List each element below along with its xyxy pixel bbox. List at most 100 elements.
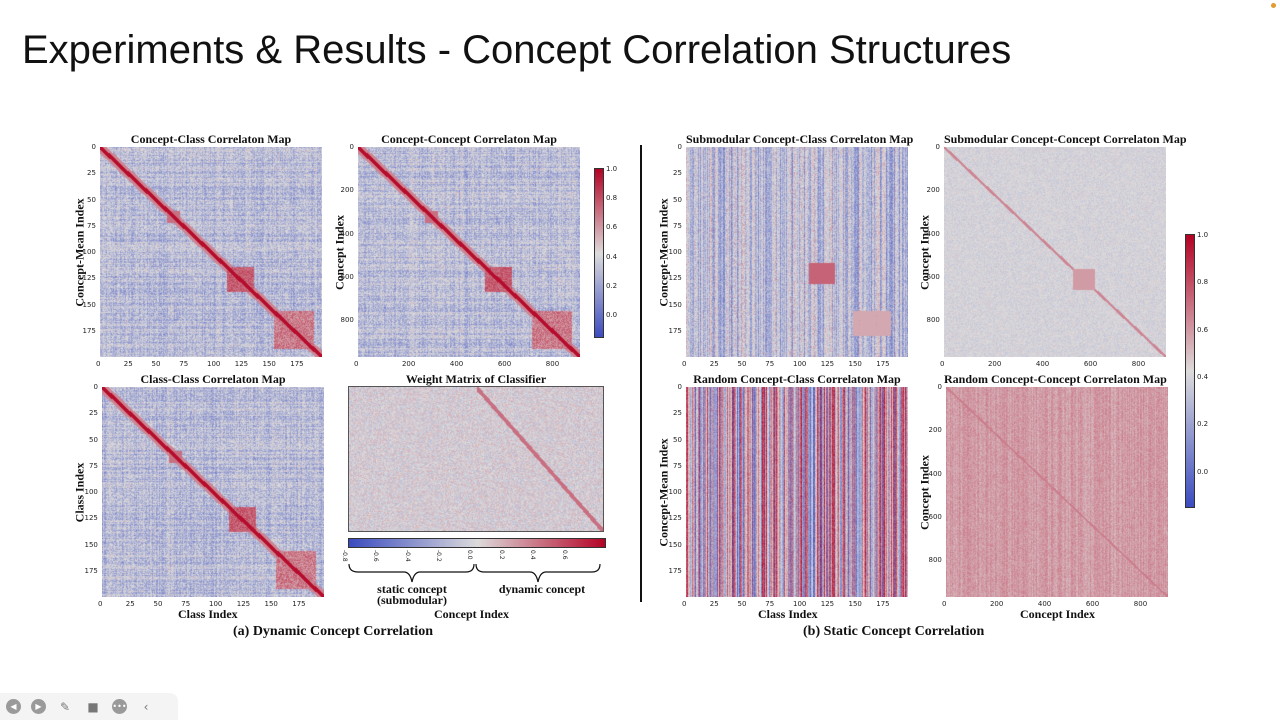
colorbar-tick-label: -0.4 xyxy=(403,550,411,562)
colorbar-tick-label: 1.0 xyxy=(606,165,618,173)
heatmap-concept-class xyxy=(100,147,322,357)
x-tick-label: 75 xyxy=(179,360,189,368)
x-tick-label: 75 xyxy=(765,360,775,368)
y-tick-label: 100 xyxy=(668,488,682,496)
next-icon[interactable]: ▶ xyxy=(31,699,46,714)
xlabel-class-class: Class Index xyxy=(178,607,238,621)
heatmap-concept-concept xyxy=(358,147,580,357)
x-tick-label: 0 xyxy=(354,360,359,368)
y-tick-label: 50 xyxy=(89,435,98,444)
y-tick-label: 25 xyxy=(89,409,98,418)
y-tick-label: 0 xyxy=(349,143,354,151)
y-tick-label: 150 xyxy=(84,540,98,549)
x-tick-label: 175 xyxy=(290,360,304,368)
x-tick-label: 100 xyxy=(207,360,221,368)
y-tick-label: 800 xyxy=(928,556,942,565)
status-dot xyxy=(1271,3,1276,8)
colorbar-tick-label: 0.2 xyxy=(606,281,618,290)
colorbar-tick-label: 0.8 xyxy=(1197,278,1209,287)
y-tick-label: 0 xyxy=(93,383,98,391)
x-tick-label: 175 xyxy=(876,360,890,368)
x-tick-label: 150 xyxy=(848,600,862,608)
x-tick-label: 50 xyxy=(151,360,161,368)
y-tick-label: 50 xyxy=(673,435,682,444)
x-tick-label: 175 xyxy=(292,600,306,608)
x-tick-label: 0 xyxy=(942,600,947,608)
x-tick-label: 600 xyxy=(1085,600,1100,608)
y-tick-label: 175 xyxy=(668,326,682,335)
colorbar-tick-label: 0.4 xyxy=(1197,372,1209,381)
prev-icon[interactable]: ◀ xyxy=(6,699,21,714)
back-icon[interactable]: ‹ xyxy=(143,699,149,714)
x-tick-label: 125 xyxy=(820,600,835,608)
y-tick-label: 400 xyxy=(928,469,942,478)
label-dynamic-concept: dynamic concept xyxy=(498,582,586,596)
x-tick-label: 75 xyxy=(765,600,775,608)
y-tick-label: 100 xyxy=(82,248,96,256)
x-tick-label: 100 xyxy=(793,600,807,608)
y-tick-label: 25 xyxy=(673,409,682,418)
label-static-concept: static concept (submodular) xyxy=(376,582,447,607)
x-tick-label: 75 xyxy=(181,600,191,608)
y-tick-label: 0 xyxy=(677,383,682,391)
y-tick-label: 600 xyxy=(926,272,940,281)
x-tick-label: 0 xyxy=(682,360,687,368)
x-tick-label: 50 xyxy=(737,600,747,608)
slide-title: Experiments & Results - Concept Correlat… xyxy=(22,28,1012,72)
ylabel-random-concept-concept: Concept Index xyxy=(917,455,932,531)
y-tick-label: 200 xyxy=(340,186,354,195)
panel-title-sub-concept-class: Submodular Concept-Class Correlaton Map xyxy=(686,132,914,146)
xlabel-random-concept-concept: Concept Index xyxy=(1020,607,1096,621)
x-tick-label: 125 xyxy=(236,600,251,608)
x-tick-label: 50 xyxy=(737,360,747,368)
y-tick-label: 125 xyxy=(82,274,96,283)
more-icon[interactable]: ••• xyxy=(112,699,127,714)
colorbar-right xyxy=(1185,234,1195,508)
y-tick-label: 400 xyxy=(340,229,354,238)
y-tick-label: 175 xyxy=(84,566,98,575)
y-tick-label: 200 xyxy=(926,186,940,195)
colorbar-tick-label: -0.6 xyxy=(372,550,380,562)
y-tick-label: 0 xyxy=(935,143,940,151)
y-tick-label: 175 xyxy=(668,566,682,575)
y-tick-label: 600 xyxy=(928,512,942,521)
ylabel-sub-concept-concept: Concept Index xyxy=(917,215,932,291)
y-tick-label: 25 xyxy=(673,169,682,178)
pen-icon[interactable]: ✎ xyxy=(59,699,71,714)
colorbar-left xyxy=(594,168,604,338)
colorbar-tick-label: 0.6 xyxy=(1197,325,1209,334)
y-tick-label: 125 xyxy=(668,514,682,523)
camera-icon[interactable]: ■ xyxy=(87,699,99,714)
colorbar-tick-label: 0.2 xyxy=(497,550,505,560)
y-tick-label: 50 xyxy=(87,195,96,204)
colorbar-tick-label: 0.2 xyxy=(1197,420,1209,429)
panel-title-random-concept-concept: Random Concept-Concept Correlaton Map xyxy=(944,372,1167,386)
y-tick-label: 75 xyxy=(89,461,98,470)
x-tick-label: 400 xyxy=(449,360,464,368)
y-tick-label: 150 xyxy=(82,300,96,309)
y-tick-label: 150 xyxy=(668,540,682,549)
x-tick-label: 0 xyxy=(96,360,101,368)
x-tick-label: 600 xyxy=(1083,360,1098,368)
xlabel-random-concept-class: Class Index xyxy=(758,607,818,621)
colorbar-tick-label: 0.8 xyxy=(606,194,618,203)
panel-title-weight-matrix: Weight Matrix of Classifier xyxy=(405,372,547,386)
x-tick-label: 200 xyxy=(401,360,416,368)
x-tick-label: 400 xyxy=(1035,360,1050,368)
heatmap-weight-matrix xyxy=(348,386,604,532)
x-tick-label: 200 xyxy=(989,600,1004,608)
x-tick-label: 25 xyxy=(709,600,719,608)
section-divider xyxy=(640,145,642,602)
x-tick-label: 175 xyxy=(876,600,890,608)
heatmap-sub-concept-class xyxy=(686,147,908,357)
heatmap-random-concept-class xyxy=(686,387,908,597)
x-tick-label: 600 xyxy=(497,360,512,368)
x-tick-label: 800 xyxy=(545,360,560,368)
y-tick-label: 100 xyxy=(668,248,682,256)
x-tick-label: 25 xyxy=(709,360,719,368)
colorbar-weights xyxy=(348,538,606,548)
caption-static: (b) Static Concept Correlation xyxy=(803,624,985,639)
x-tick-label: 0 xyxy=(940,360,945,368)
colorbar-tick-label: -0.8 xyxy=(341,550,348,562)
y-tick-label: 600 xyxy=(340,272,354,281)
